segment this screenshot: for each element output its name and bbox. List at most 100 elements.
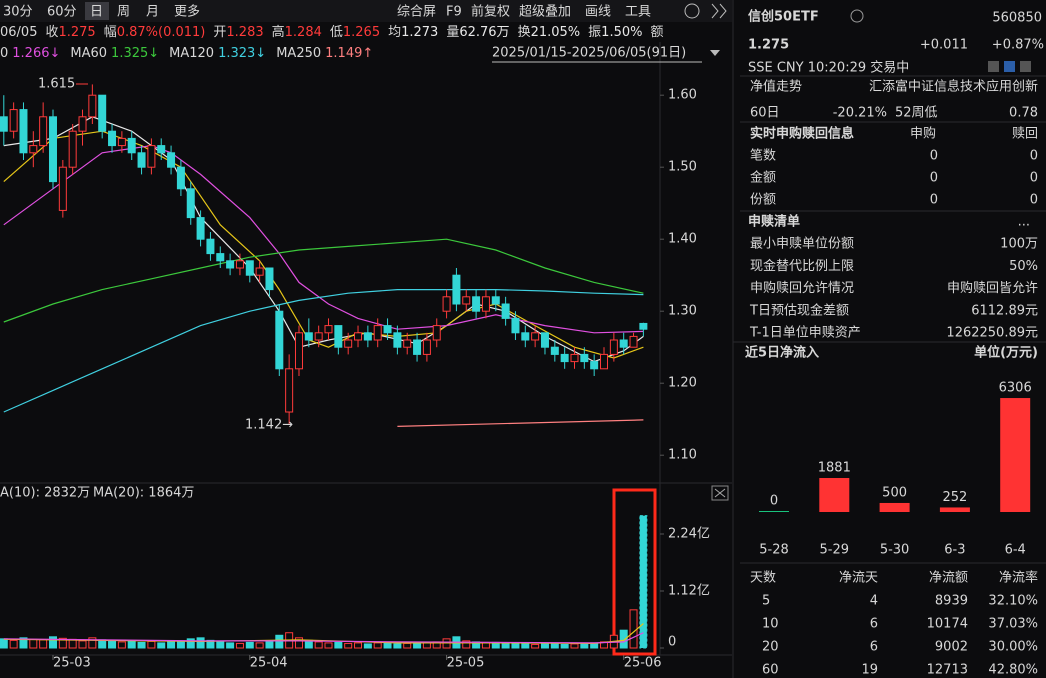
y-tick-label: 1.20: [668, 376, 697, 391]
quote-value: 1.265: [343, 25, 380, 40]
table-cell: 37.03%: [988, 617, 1038, 632]
candle-body: [88, 94, 97, 118]
toolbar-button[interactable]: 30分: [3, 5, 33, 20]
candle-body: [304, 332, 313, 341]
volume-bar: [9, 639, 18, 649]
toolbar-bg: [0, 0, 732, 22]
price-annotation: 1.142→: [245, 418, 293, 433]
table-header: 净流天: [839, 571, 878, 586]
inflow-bar: [879, 502, 910, 512]
x-tick-label: 25-04: [250, 656, 288, 671]
volume-bar: [481, 642, 490, 649]
info-icon[interactable]: [850, 9, 864, 23]
volume-bar: [167, 641, 176, 649]
candle-body: [413, 339, 422, 355]
volume-ma-line: [3, 632, 644, 644]
table-cell: 10174: [927, 617, 968, 632]
row-label: 笔数: [750, 148, 776, 164]
volume-bar: [216, 641, 225, 649]
volume-bar: [334, 641, 343, 649]
candle-body: [609, 339, 618, 355]
toolbar-button[interactable]: 工具: [625, 5, 651, 20]
table-cell: 20: [762, 640, 779, 655]
toolbar-button[interactable]: 综合屏: [397, 5, 436, 20]
toolbar-button[interactable]: 画线: [585, 5, 611, 20]
dropdown-icon[interactable]: [710, 50, 720, 56]
row-value: 0: [930, 193, 938, 208]
toolbar-button[interactable]: F9: [446, 5, 462, 20]
candle-body: [314, 332, 323, 341]
volume-bar: [403, 642, 412, 649]
candle-body: [226, 260, 235, 269]
perf-value: 0.78: [1009, 106, 1038, 121]
toolbar-button[interactable]: 周: [117, 5, 130, 20]
icon[interactable]: [1020, 61, 1031, 72]
date-range[interactable]: 2025/01/15-2025/06/05(91日): [492, 46, 686, 61]
candle-body: [196, 217, 205, 240]
candle-body: [206, 238, 215, 255]
quote-value: 21.05%: [531, 25, 581, 40]
candle-body: [39, 116, 48, 147]
row-label: 现金替代比例上限: [750, 258, 854, 274]
volume-bar: [19, 637, 28, 649]
column-header: 赎回: [1012, 127, 1038, 142]
candle-body: [344, 339, 353, 348]
volume-bar: [413, 642, 422, 649]
volume-bar: [127, 640, 136, 649]
candle-body: [324, 325, 333, 334]
quote-label: 开: [213, 25, 226, 40]
nav-label: 净值走势: [750, 79, 802, 95]
close-button[interactable]: [711, 485, 729, 501]
row-label: T日预估现金差额: [749, 302, 849, 318]
toolbar-button[interactable]: 60分: [47, 5, 77, 20]
candle-body: [117, 137, 126, 147]
change: +0.011: [920, 38, 968, 53]
candle-body: [176, 166, 185, 190]
toolbar-button[interactable]: 更多: [174, 4, 200, 20]
volume-bar: [344, 642, 353, 649]
table-cell: 6: [870, 617, 878, 632]
volume-bar: [393, 643, 402, 649]
row-label: T-1日单位申赎资产: [749, 326, 861, 341]
icon[interactable]: [1004, 61, 1015, 72]
toolbar-button[interactable]: 月: [146, 5, 159, 20]
value-label: 252: [942, 490, 967, 505]
more-button[interactable]: ...: [1018, 215, 1030, 230]
volume-bar: [550, 642, 559, 649]
row-value: 0: [1030, 149, 1038, 164]
row-value: 申购赎回皆允许: [947, 280, 1038, 296]
value-label: 500: [882, 485, 907, 500]
volume-bar: [294, 637, 303, 649]
toolbar-button[interactable]: 前复权: [471, 4, 510, 20]
quote-label: 收: [45, 25, 58, 40]
table-cell: 10: [762, 617, 779, 632]
fund-name: 信创50ETF: [748, 9, 819, 25]
settings-icon[interactable]: [684, 3, 700, 19]
volume-bar: [570, 643, 579, 649]
toolbar-button[interactable]: 超级叠加: [519, 5, 571, 20]
icon[interactable]: [988, 61, 999, 72]
volume-bar: [147, 640, 156, 649]
change-pct: +0.87%: [992, 38, 1044, 53]
candle-body: [403, 339, 412, 348]
x-tick-label: 25-03: [53, 656, 91, 671]
column-header: 申购: [910, 126, 936, 142]
x-tick-label: 25-06: [624, 656, 662, 671]
section-title: 近5日净流入: [745, 345, 819, 361]
candle-body: [462, 296, 471, 305]
volume-bar: [314, 641, 323, 649]
volume-legend: A(10): 2832万: [0, 486, 90, 501]
candle-body: [432, 325, 441, 341]
toolbar-button[interactable]: 日: [90, 5, 103, 20]
candle-body: [294, 332, 303, 370]
volume-bar: [511, 643, 520, 649]
ma-legend: 0 1.266↓ MA60 1.325↓ MA120 1.323↓ MA250 1.149↑: [0, 46, 373, 61]
collapse-icon[interactable]: [711, 3, 727, 19]
candle-body: [600, 353, 609, 370]
quote-label: 量: [446, 25, 459, 40]
ma-line: [3, 238, 644, 323]
candle-body: [68, 130, 77, 168]
inflow-bar: [759, 511, 789, 512]
table-cell: 4: [870, 594, 878, 609]
